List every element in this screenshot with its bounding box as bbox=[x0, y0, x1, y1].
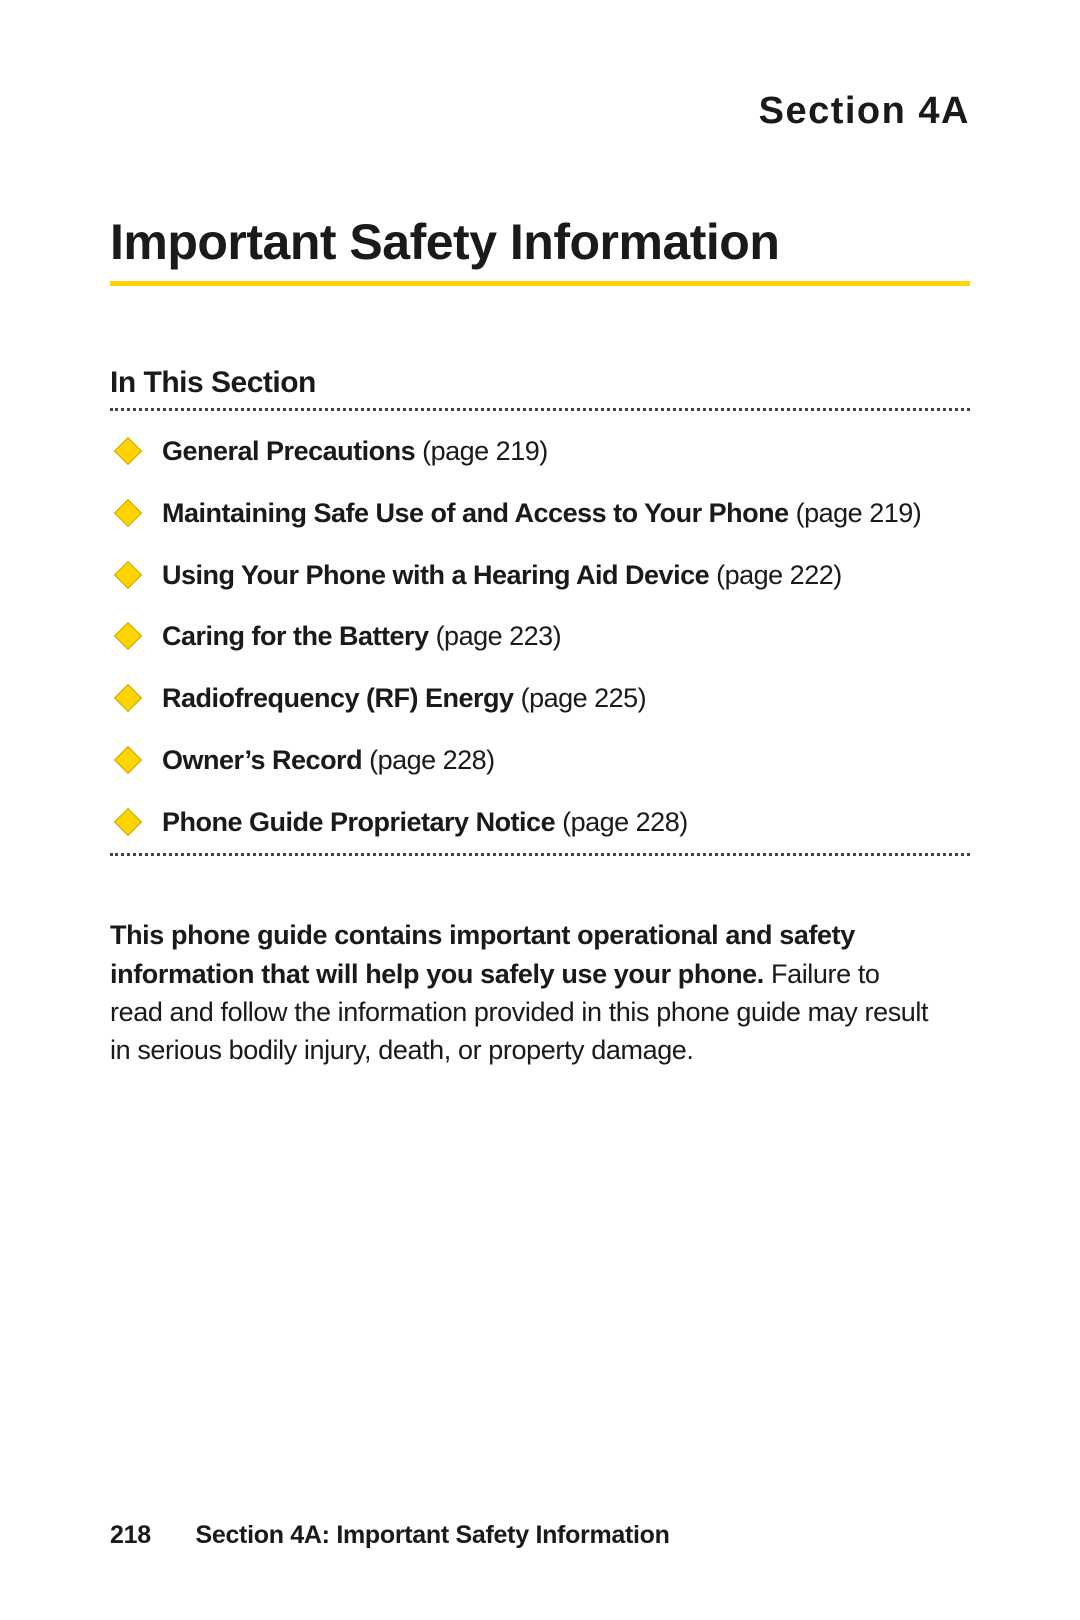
intro-paragraph: This phone guide contains important oper… bbox=[110, 916, 930, 1069]
page-title: Important Safety Information bbox=[110, 213, 970, 286]
diamond-bullet-icon bbox=[114, 684, 142, 712]
toc-title: Caring for the Battery bbox=[162, 621, 429, 651]
section-toc: General Precautions (page 219) Maintaini… bbox=[110, 435, 970, 839]
toc-page: (page 228) bbox=[369, 745, 495, 775]
toc-entry: Phone Guide Proprietary Notice (page 228… bbox=[162, 806, 970, 840]
intro-lead: This phone guide contains important oper… bbox=[110, 920, 855, 988]
toc-item: Caring for the Battery (page 223) bbox=[118, 620, 970, 654]
page-footer: 218 Section 4A: Important Safety Informa… bbox=[110, 1521, 670, 1550]
dotted-rule-bottom bbox=[110, 853, 970, 856]
toc-item: Owner’s Record (page 228) bbox=[118, 744, 970, 778]
toc-item: Using Your Phone with a Hearing Aid Devi… bbox=[118, 559, 970, 593]
section-label: Section 4A bbox=[110, 90, 970, 133]
document-page: Section 4A Important Safety Information … bbox=[0, 0, 1080, 1620]
toc-title: Maintaining Safe Use of and Access to Yo… bbox=[162, 498, 789, 528]
toc-title: Radiofrequency (RF) Energy bbox=[162, 683, 514, 713]
diamond-bullet-icon bbox=[114, 499, 142, 527]
toc-page: (page 219) bbox=[422, 436, 548, 466]
toc-entry: Radiofrequency (RF) Energy (page 225) bbox=[162, 682, 970, 716]
toc-title: General Precautions bbox=[162, 436, 415, 466]
dotted-rule-top bbox=[110, 408, 970, 411]
toc-entry: Owner’s Record (page 228) bbox=[162, 744, 970, 778]
toc-page: (page 222) bbox=[716, 560, 842, 590]
toc-item: Radiofrequency (RF) Energy (page 225) bbox=[118, 682, 970, 716]
toc-entry: Caring for the Battery (page 223) bbox=[162, 620, 970, 654]
diamond-bullet-icon bbox=[114, 746, 142, 774]
toc-title: Phone Guide Proprietary Notice bbox=[162, 807, 555, 837]
toc-page: (page 228) bbox=[562, 807, 688, 837]
toc-entry: Maintaining Safe Use of and Access to Yo… bbox=[162, 497, 970, 531]
toc-page: (page 223) bbox=[436, 621, 562, 651]
toc-page: (page 225) bbox=[521, 683, 647, 713]
toc-title: Using Your Phone with a Hearing Aid Devi… bbox=[162, 560, 709, 590]
page-number: 218 bbox=[110, 1521, 151, 1550]
diamond-bullet-icon bbox=[114, 437, 142, 465]
toc-page: (page 219) bbox=[796, 498, 922, 528]
toc-item: Maintaining Safe Use of and Access to Yo… bbox=[118, 497, 970, 531]
diamond-bullet-icon bbox=[114, 807, 142, 835]
toc-item: General Precautions (page 219) bbox=[118, 435, 970, 469]
toc-title: Owner’s Record bbox=[162, 745, 362, 775]
diamond-bullet-icon bbox=[114, 560, 142, 588]
diamond-bullet-icon bbox=[114, 622, 142, 650]
toc-entry: General Precautions (page 219) bbox=[162, 435, 970, 469]
toc-entry: Using Your Phone with a Hearing Aid Devi… bbox=[162, 559, 970, 593]
in-this-section-heading: In This Section bbox=[110, 366, 970, 400]
running-head: Section 4A: Important Safety Information bbox=[195, 1521, 669, 1549]
toc-item: Phone Guide Proprietary Notice (page 228… bbox=[118, 806, 970, 840]
